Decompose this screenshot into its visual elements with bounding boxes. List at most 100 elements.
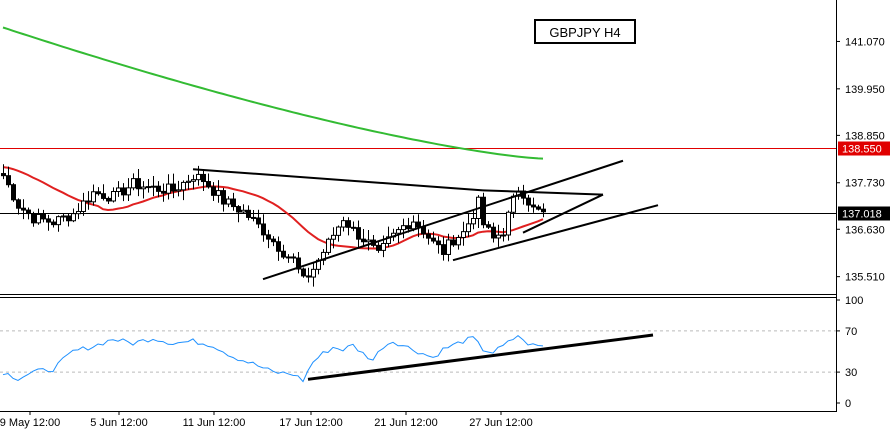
candle-body-bear — [441, 244, 446, 255]
price-tick-label: 139.950 — [845, 84, 885, 96]
candle — [416, 214, 421, 238]
candle-body-bear — [16, 199, 21, 209]
candle — [441, 236, 446, 261]
candle — [186, 174, 191, 190]
candle-body-bear — [346, 220, 351, 228]
candle-body-bull — [311, 268, 316, 278]
candle-body-bear — [261, 223, 266, 236]
candle-body-bear — [156, 185, 161, 192]
candle-body-bull — [186, 180, 191, 183]
candle — [471, 209, 476, 230]
candle — [31, 211, 36, 227]
candle-body-bull — [241, 209, 246, 213]
candle-body-bear — [481, 196, 486, 226]
candle-body-bull — [196, 173, 201, 181]
candle — [466, 213, 471, 238]
candle-body-bear — [171, 183, 176, 192]
rsi-line — [2, 334, 544, 383]
candle — [101, 184, 106, 201]
symbol-label-box — [534, 19, 636, 44]
candle-body-bear — [431, 237, 436, 242]
candle — [46, 214, 51, 231]
level-badge-label-1: 137.018 — [842, 209, 882, 221]
candle — [211, 182, 216, 201]
candle — [431, 231, 436, 244]
candle — [231, 192, 236, 211]
candle — [11, 183, 16, 202]
candle — [461, 221, 466, 246]
candle — [176, 180, 181, 197]
candle-body-bear — [406, 225, 411, 230]
rsi-level-label: 30 — [845, 367, 857, 379]
candle — [331, 227, 336, 249]
candle — [121, 183, 126, 202]
candle — [191, 174, 196, 190]
candle — [91, 184, 96, 206]
time-tick-label: 5 Jun 12:00 — [90, 417, 148, 429]
candle-body-bull — [141, 186, 146, 190]
candle-body-bear — [246, 209, 251, 218]
candle — [201, 169, 206, 192]
candle-body-bear — [526, 197, 531, 206]
candle-body-bear — [491, 226, 496, 239]
candle-body-bull — [381, 242, 386, 251]
candle-body-bear — [211, 186, 216, 196]
candle — [456, 234, 461, 250]
candle — [246, 205, 251, 221]
candle-body-bull — [496, 234, 501, 239]
candle — [26, 207, 31, 220]
candle-body-bull — [166, 183, 171, 194]
symbol-label: GBPJPY H4 — [549, 25, 620, 40]
candle-body-bear — [256, 217, 261, 225]
candle — [81, 192, 86, 216]
candle — [326, 237, 331, 255]
candle — [216, 180, 221, 203]
candle-body-bear — [416, 221, 421, 228]
trendline-2 — [262, 159, 624, 281]
candle — [116, 181, 121, 197]
candle — [136, 168, 141, 197]
candle-body-bear — [296, 257, 301, 270]
candle — [226, 196, 231, 208]
candle-body-bull — [126, 187, 131, 196]
time-tick-label: 9 May 12:00 — [0, 417, 60, 429]
candle-body-bull — [471, 217, 476, 225]
candle — [536, 204, 541, 211]
candle — [41, 209, 46, 223]
candle — [451, 235, 456, 247]
candle-body-bear — [66, 215, 71, 222]
candle — [166, 174, 171, 200]
candle — [61, 213, 66, 222]
candle-body-bear — [281, 250, 286, 258]
candle — [526, 194, 531, 212]
candle-body-bull — [336, 226, 341, 236]
candle — [291, 253, 296, 264]
candle-body-bear — [536, 206, 541, 210]
rsi-level-label: 100 — [845, 295, 863, 307]
candle-body-bear — [271, 238, 276, 243]
candle — [241, 204, 246, 214]
candle — [21, 199, 26, 220]
candle — [161, 183, 166, 202]
candle-body-bull — [36, 213, 41, 224]
candle — [401, 218, 406, 239]
candle-body-bull — [396, 229, 401, 234]
level-badge-1 — [838, 206, 890, 221]
candle-body-bear — [51, 221, 56, 226]
candle — [146, 179, 151, 193]
candle — [6, 166, 11, 188]
candle-body-bear — [486, 224, 491, 228]
candle — [321, 249, 326, 266]
candle-body-bear — [231, 198, 236, 208]
candle-body-bull — [331, 234, 336, 240]
candle-body-bull — [76, 210, 81, 215]
candle — [281, 244, 286, 260]
candle — [16, 198, 21, 215]
level-badge-label-0: 138.550 — [842, 144, 882, 156]
candle — [251, 210, 256, 222]
candle — [421, 220, 426, 239]
candle — [306, 267, 311, 283]
candle-body-bull — [191, 179, 196, 182]
